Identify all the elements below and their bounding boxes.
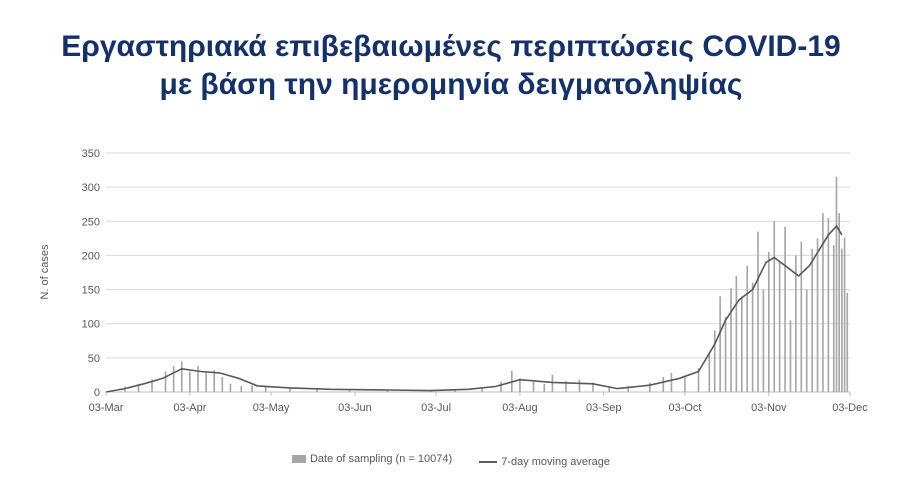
bar <box>778 262 781 392</box>
bar <box>762 289 765 392</box>
bar <box>751 282 754 392</box>
bar <box>151 379 153 392</box>
bar <box>229 383 232 392</box>
bar <box>221 376 224 392</box>
bar <box>805 289 808 392</box>
bar <box>481 387 483 392</box>
bar <box>713 330 716 392</box>
title-line-1: Εργαστηριακά επιβεβαιωμένες περιπτώσεις … <box>61 30 841 63</box>
bar <box>137 383 140 392</box>
bar <box>670 372 673 392</box>
bar <box>708 354 711 392</box>
bar <box>627 385 629 392</box>
bar <box>264 386 267 392</box>
x-tick-label: 03-Apr <box>173 402 206 414</box>
bar <box>592 382 594 392</box>
y-tick-label: 250 <box>82 216 100 228</box>
bar <box>551 374 554 392</box>
bar <box>697 368 700 392</box>
bar <box>816 238 819 392</box>
y-tick-label: 0 <box>94 387 100 399</box>
bar <box>662 376 665 392</box>
bar <box>172 366 175 392</box>
bar <box>740 296 743 392</box>
bar <box>838 213 840 392</box>
y-tick-label: 100 <box>82 319 100 331</box>
bar <box>746 265 749 392</box>
y-tick-label: 50 <box>88 353 100 365</box>
bar <box>251 385 253 392</box>
chart-title: Εργαστηριακά επιβεβαιωμένες περιπτώσεις … <box>0 28 902 104</box>
x-tick-label: 03-May <box>253 402 290 414</box>
legend-bar-swatch <box>291 455 306 463</box>
bar <box>784 226 786 392</box>
bar <box>386 389 389 392</box>
bar <box>348 389 351 392</box>
bar <box>843 237 846 392</box>
line-series <box>105 224 843 393</box>
legend-bars-label: Date of sampling (n = 10074) <box>309 453 453 465</box>
x-tick-label: 03-Aug <box>502 402 537 414</box>
bar <box>768 252 770 392</box>
bar <box>197 366 199 392</box>
bar <box>316 389 318 392</box>
bar <box>164 371 167 392</box>
bar <box>648 382 651 392</box>
bar <box>846 292 849 392</box>
bar <box>841 248 843 392</box>
bar <box>565 381 567 392</box>
bar <box>240 385 243 392</box>
bar <box>773 221 776 392</box>
bar <box>795 255 797 392</box>
bar <box>789 320 792 392</box>
bar <box>684 375 686 392</box>
legend: Date of sampling (n = 10074) 7-day movin… <box>0 453 902 468</box>
bar <box>189 371 191 392</box>
x-tick-label: 03-Jul <box>421 402 451 414</box>
x-tick-label: 03-Jun <box>338 402 372 414</box>
bar <box>213 370 216 392</box>
bar <box>735 275 738 392</box>
bar <box>730 288 732 392</box>
gridlines <box>106 152 850 393</box>
bar <box>719 296 721 392</box>
bar <box>757 231 759 392</box>
x-tick-label: 03-Sep <box>586 402 621 414</box>
axes: 0 50 100 150 200 250 300 350 03-Mar 03-Apr 03-May 0… <box>82 148 869 414</box>
y-tick-label: 300 <box>82 182 100 194</box>
bar <box>180 361 183 392</box>
bar-series <box>110 176 849 392</box>
bar <box>519 378 521 392</box>
bar <box>835 176 838 392</box>
bar <box>205 372 207 392</box>
bar <box>454 389 456 392</box>
bar <box>500 381 502 392</box>
legend-line-swatch <box>479 461 498 463</box>
bar <box>608 386 611 392</box>
title-line-2: με βάση την ημερομηνία δειγματοληψίας <box>159 68 743 101</box>
bar <box>289 388 291 392</box>
x-tick-label: 03-Mar <box>89 402 124 414</box>
x-tick-label: 03-Oct <box>668 402 701 414</box>
bar <box>827 217 830 392</box>
bar <box>811 248 813 392</box>
x-tick-label: 03-Nov <box>751 402 787 414</box>
bar <box>822 213 824 392</box>
bar <box>532 381 535 392</box>
bar <box>800 241 803 392</box>
y-axis-label: N. of cases <box>39 244 51 300</box>
bar <box>724 316 727 392</box>
legend-line: 7-day moving average <box>479 456 610 468</box>
bar <box>578 379 581 392</box>
bar <box>832 245 835 392</box>
y-tick-label: 200 <box>82 250 100 262</box>
bar <box>543 383 546 392</box>
x-tick-label: 03-Dec <box>832 402 868 414</box>
y-tick-label: 150 <box>82 285 100 297</box>
y-tick-label: 350 <box>82 148 100 160</box>
legend-bars: Date of sampling (n = 10074) <box>291 453 453 465</box>
moving-average-line <box>105 224 843 393</box>
legend-line-label: 7-day moving average <box>501 456 611 468</box>
